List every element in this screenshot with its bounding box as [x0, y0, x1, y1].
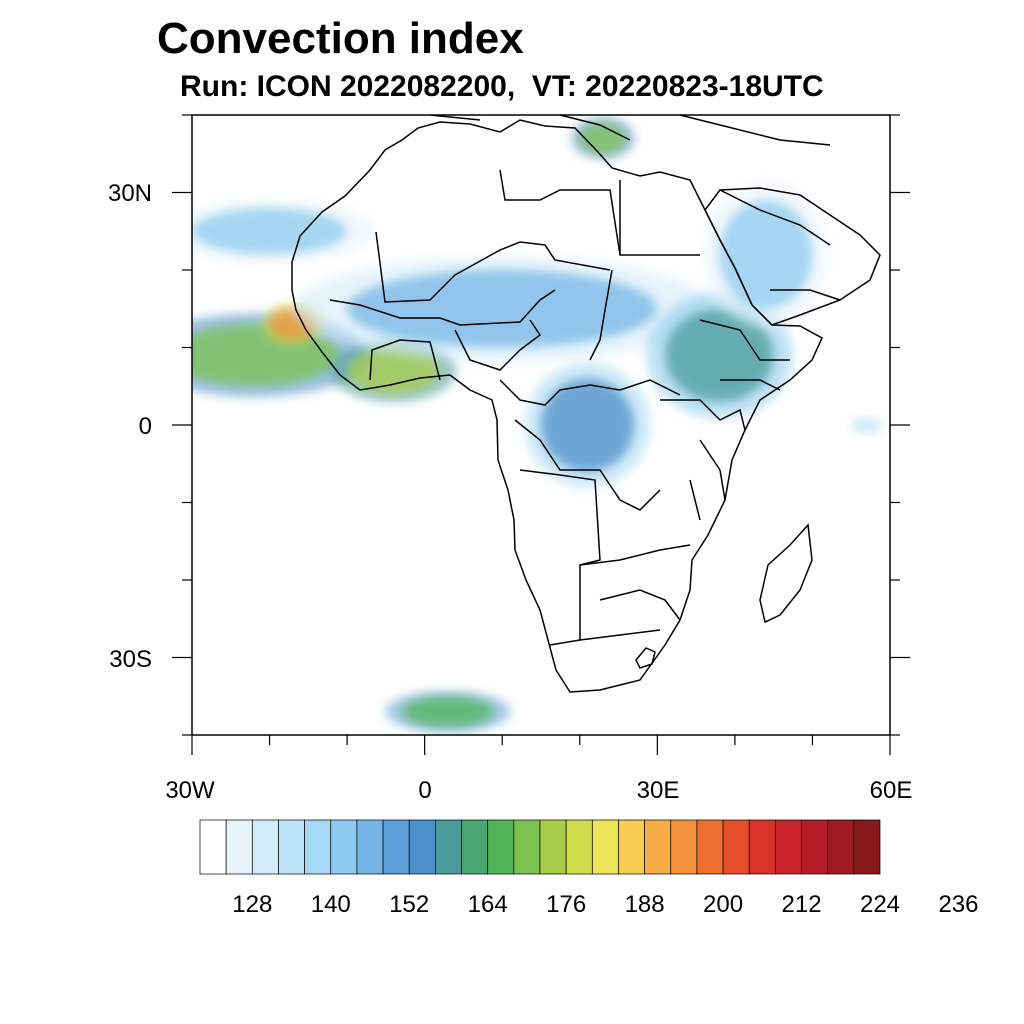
- x-tick-label-30e: 30E: [637, 777, 680, 804]
- south-atlantic-streak: [401, 696, 495, 728]
- convection-field: [192, 117, 888, 733]
- colorbar-swatch: [487, 819, 515, 875]
- mediterranean-north: [429, 115, 831, 146]
- colorbar-swatch: [670, 819, 698, 875]
- arabia-convection: [719, 200, 813, 309]
- colorbar-swatch: [513, 819, 541, 875]
- madagascar-coastline: [759, 523, 813, 624]
- aegean-convection: [579, 122, 627, 154]
- africa-coastline: [291, 119, 823, 693]
- border-west-africa-1: [329, 289, 556, 326]
- border-arabia-interior: [719, 189, 841, 301]
- border-nigeria: [454, 319, 542, 371]
- colorbar-tick-label: 176: [546, 891, 586, 918]
- colorbar-swatch: [618, 819, 645, 875]
- colorbar-tick-label: 140: [311, 891, 351, 918]
- colorbar-swatch: [748, 819, 776, 875]
- colorbar-swatch: [330, 819, 358, 875]
- x-tick-label-60e: 60E: [870, 777, 913, 804]
- colorbar-swatch: [461, 819, 489, 875]
- sahel-belt-convection: [347, 270, 658, 348]
- coastline-borders: [291, 115, 881, 693]
- colorbar-swatch: [644, 819, 672, 875]
- colorbar-swatch: [382, 819, 410, 875]
- colorbar-tick-label: 224: [860, 891, 900, 918]
- chart-subtitle: Run: ICON 2022082200, VT: 20220823-18UTC: [180, 70, 824, 103]
- colorbar: [199, 819, 881, 875]
- x-tick-label-30w: 30W: [165, 777, 215, 804]
- border-angola-namibia: [519, 469, 601, 646]
- colorbar-swatch: [565, 819, 593, 875]
- border-algeria-mali: [375, 231, 611, 303]
- east-indian-ocean-patch: [851, 417, 883, 433]
- colorbar-swatch: [775, 819, 802, 875]
- colorbar-swatch: [356, 819, 384, 875]
- lesotho: [635, 647, 656, 669]
- colorbar-swatch: [801, 819, 829, 875]
- colorbar-tick-label: 236: [938, 891, 978, 918]
- colorbar-swatch: [722, 819, 750, 875]
- border-southern-africa: [579, 544, 691, 641]
- y-tick-label-30n: 30N: [108, 180, 152, 207]
- colorbar-tick-label: 152: [389, 891, 429, 918]
- border-east-africa: [660, 399, 746, 521]
- colorbar-swatch: [225, 819, 253, 875]
- colorbar-tick-label: 212: [782, 891, 822, 918]
- colorbar-swatch: [278, 819, 305, 875]
- colorbar-tick-label: 200: [703, 891, 743, 918]
- colorbar-swatch: [827, 819, 855, 875]
- ethiopia-convection: [665, 308, 774, 402]
- colorbar-swatch: [304, 819, 332, 875]
- x-tick-label-0: 0: [418, 777, 431, 804]
- colorbar-swatch: [591, 819, 619, 875]
- colorbar-swatch: [696, 819, 724, 875]
- chart-title: Convection index: [157, 14, 524, 63]
- axis-ticks: [172, 114, 910, 755]
- colorbar-swatch: [199, 819, 227, 875]
- arabia-coastline: [704, 187, 881, 326]
- border-libya-egypt: [499, 169, 700, 256]
- morocco-atlantic-band: [192, 208, 348, 255]
- ivory-coast-ghana-convection: [347, 347, 441, 394]
- colorbar-tick-label: 164: [468, 891, 508, 918]
- colorbar-swatch: [435, 819, 462, 875]
- border-west-africa-2: [369, 339, 441, 381]
- colorbar-tick-label: 128: [232, 891, 272, 918]
- colorbar-labels: 128 140 152 164 176 188 200 212 224 236: [232, 891, 978, 918]
- y-tick-label-30s: 30S: [109, 646, 152, 673]
- y-tick-label-0: 0: [139, 413, 152, 440]
- colorbar-swatch: [408, 819, 436, 875]
- border-drc: [514, 419, 661, 511]
- colorbar-swatch: [853, 819, 881, 875]
- colorbar-tick-label: 188: [625, 891, 665, 918]
- border-horn: [699, 319, 790, 391]
- colorbar-swatch: [539, 819, 567, 875]
- border-central-africa: [499, 379, 681, 406]
- central-africa-convection: [541, 378, 635, 472]
- border-egypt-sudan: [589, 180, 621, 361]
- colorbar-swatch: [251, 819, 279, 875]
